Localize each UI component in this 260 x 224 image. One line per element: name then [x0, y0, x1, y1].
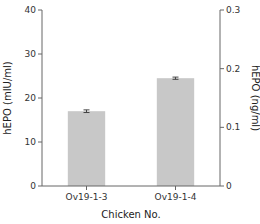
- y-tick: [38, 98, 42, 99]
- x-tick: [175, 186, 176, 190]
- x-tick-label: Ov19-1-4: [155, 192, 197, 202]
- y-tick-label: 40: [25, 5, 37, 15]
- error-cap: [84, 112, 90, 113]
- y-tick: [38, 186, 42, 187]
- y-tick-label: 20: [25, 93, 37, 103]
- chart: 0 10 20 30 40 0 0.1 0.2 0.3 Ov19-1-3 Ov19-1-4 Chick…: [0, 0, 260, 224]
- error-cap: [173, 79, 179, 80]
- bar: [157, 78, 194, 186]
- plot-area: [68, 77, 194, 186]
- error-cap: [84, 109, 90, 110]
- y2-tick: [220, 10, 224, 11]
- y2-axis-label: hEPO (ng/ml): [250, 65, 260, 131]
- chart-container: 0 10 20 30 40 0 0.1 0.2 0.3 Ov19-1-3 Ov19-1-4 Chick…: [0, 0, 260, 224]
- y-tick-label: 0: [30, 181, 36, 191]
- error-bar: [173, 77, 179, 79]
- y2-tick-label: 0.2: [226, 64, 240, 74]
- y-tick-label: 10: [25, 137, 37, 147]
- error-bar: [84, 110, 90, 113]
- y-axis-line: [42, 10, 43, 186]
- x-tick: [86, 186, 87, 190]
- y-tick: [38, 54, 42, 55]
- y-tick-label: 30: [25, 49, 37, 59]
- y2-tick-label: 0.3: [226, 5, 240, 15]
- x-axis-label: Chicken No.: [101, 209, 160, 220]
- y2-tick: [220, 127, 224, 128]
- bar: [68, 111, 105, 186]
- y-tick: [38, 10, 42, 11]
- y2-tick-label: 0.1: [226, 122, 240, 132]
- y-axis-label: hEPO (mIU/ml): [2, 61, 13, 135]
- y2-axis-line: [220, 10, 221, 186]
- y2-tick-label: 0: [226, 181, 232, 191]
- error-cap: [173, 77, 179, 78]
- x-tick-label: Ov19-1-3: [66, 192, 108, 202]
- x-axis-line: [42, 186, 220, 187]
- y2-tick: [220, 186, 224, 187]
- y-tick: [38, 142, 42, 143]
- y2-tick: [220, 68, 224, 69]
